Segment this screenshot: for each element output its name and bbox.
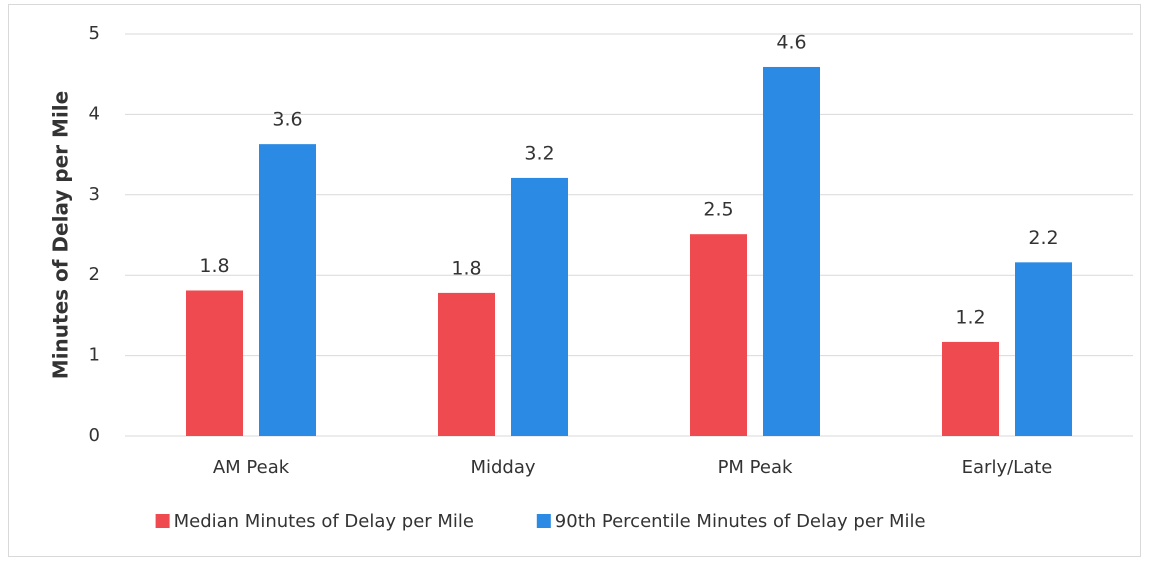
bar xyxy=(438,292,495,436)
bar xyxy=(259,144,316,436)
legend-swatch xyxy=(155,514,170,528)
chart-border xyxy=(8,4,1141,557)
y-tick-label: 3 xyxy=(89,184,100,205)
y-tick-label: 4 xyxy=(89,103,100,124)
bar xyxy=(942,341,999,436)
bar xyxy=(186,290,243,436)
legend-swatch xyxy=(536,514,551,528)
y-axis-title: Minutes of Delay per Mile xyxy=(49,91,73,379)
x-tick-label: Midday xyxy=(470,457,535,478)
legend-label: Median Minutes of Delay per Mile xyxy=(174,511,474,532)
y-tick-label: 0 xyxy=(89,425,100,446)
bar xyxy=(511,177,568,436)
data-label: 3.2 xyxy=(524,142,554,164)
data-label: 1.8 xyxy=(199,255,229,277)
legend-label: 90th Percentile Minutes of Delay per Mil… xyxy=(555,511,926,532)
data-label: 4.6 xyxy=(776,31,806,53)
data-label: 1.2 xyxy=(955,306,985,328)
y-tick-label: 2 xyxy=(89,264,100,285)
bar xyxy=(1015,262,1072,436)
bar xyxy=(690,234,747,436)
x-tick-label: AM Peak xyxy=(213,457,290,478)
data-label: 2.2 xyxy=(1028,227,1058,249)
bar xyxy=(763,66,820,437)
data-label: 1.8 xyxy=(451,257,481,279)
x-tick-label: PM Peak xyxy=(718,457,793,478)
y-tick-label: 1 xyxy=(89,345,100,366)
data-label: 3.6 xyxy=(272,109,302,131)
y-tick-label: 5 xyxy=(89,23,100,44)
data-label: 2.5 xyxy=(703,199,733,221)
x-tick-label: Early/Late xyxy=(962,457,1053,478)
